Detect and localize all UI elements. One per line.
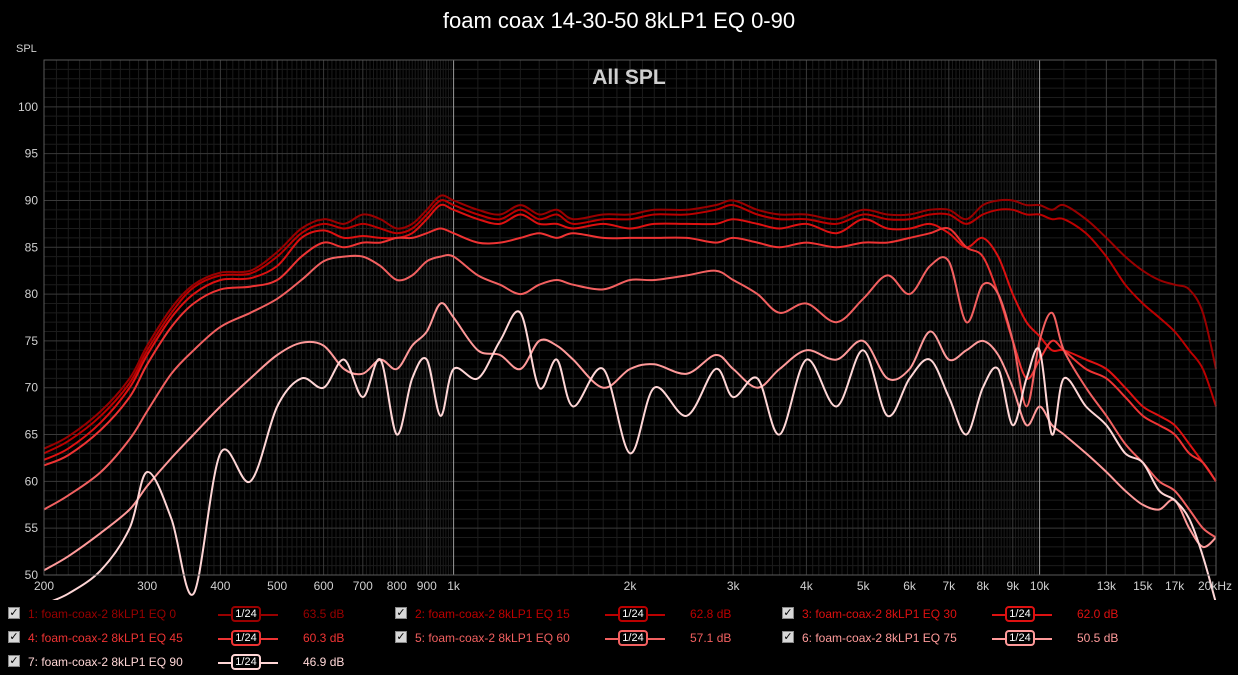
series-line-6 — [43, 302, 1217, 572]
legend-value: 57.1 dB — [690, 631, 732, 645]
legend-series-name: 6: foam-coax-2 8kLP1 EQ 75 — [802, 631, 957, 645]
x-tick-label: 6k — [903, 579, 917, 593]
x-tick-label: 20kHz — [1198, 579, 1232, 593]
legend-item[interactable]: ✓ 6: foam-coax-2 8kLP1 EQ 75 1/24 50.5 dB — [782, 628, 1162, 648]
legend-value: 63.5 dB — [303, 607, 345, 621]
y-tick-labels: 50 55 60 65 70 75 80 85 90 95 100 — [18, 100, 38, 582]
legend-series-name: 3: foam-coax-2 8kLP1 EQ 30 — [802, 607, 957, 621]
y-tick-label: 80 — [25, 287, 39, 301]
x-tick-label: 9k — [1006, 579, 1020, 593]
legend-checkbox[interactable]: ✓ — [395, 631, 407, 643]
legend-checkbox[interactable]: ✓ — [8, 655, 20, 667]
series-lines — [43, 194, 1217, 600]
legend-smoothing-label: 1/24 — [231, 630, 261, 646]
legend-item[interactable]: ✓ 2: foam-coax-2 8kLP1 EQ 15 1/24 62.8 dB — [395, 604, 775, 624]
x-tick-label: 200 — [34, 579, 54, 593]
legend-smoothing-label: 1/24 — [618, 630, 648, 646]
x-tick-label: 600 — [314, 579, 334, 593]
y-tick-label: 65 — [25, 428, 39, 442]
x-tick-label: 7k — [942, 579, 956, 593]
y-tick-label: 70 — [25, 381, 39, 395]
legend-item[interactable]: ✓ 4: foam-coax-2 8kLP1 EQ 45 1/24 60.3 dB — [8, 628, 388, 648]
legend: ✓ 1: foam-coax-2 8kLP1 EQ 0 1/24 63.5 dB ✓ 2:… — [0, 600, 1238, 675]
y-tick-label: 100 — [18, 100, 38, 114]
x-tick-label: 400 — [210, 579, 230, 593]
legend-series-name: 7: foam-coax-2 8kLP1 EQ 90 — [28, 655, 183, 669]
legend-series-name: 2: foam-coax-2 8kLP1 EQ 15 — [415, 607, 570, 621]
legend-smoothing-button[interactable]: 1/24 — [218, 629, 278, 647]
x-tick-label: 10k — [1030, 579, 1050, 593]
legend-smoothing-button[interactable]: 1/24 — [218, 653, 278, 671]
y-axis-label: SPL — [16, 43, 37, 55]
series-line-5 — [43, 254, 1217, 539]
spl-chart[interactable]: 200 300 400 500 600 700 800 900 1k 2k 3k 4k 5k 6k 7k 8k… — [0, 0, 1238, 600]
legend-value: 46.9 dB — [303, 655, 345, 669]
legend-series-name: 4: foam-coax-2 8kLP1 EQ 45 — [28, 631, 183, 645]
x-tick-labels: 200 300 400 500 600 700 800 900 1k 2k 3k 4k 5k 6k 7k 8k… — [34, 579, 1232, 593]
legend-item[interactable]: ✓ 3: foam-coax-2 8kLP1 EQ 30 1/24 62.0 dB — [782, 604, 1162, 624]
legend-series-name: 5: foam-coax-2 8kLP1 EQ 60 — [415, 631, 570, 645]
y-tick-label: 60 — [25, 474, 39, 488]
x-tick-label: 3k — [727, 579, 741, 593]
x-tick-label: 900 — [417, 579, 437, 593]
legend-value: 60.3 dB — [303, 631, 345, 645]
legend-item[interactable]: ✓ 7: foam-coax-2 8kLP1 EQ 90 1/24 46.9 dB — [8, 652, 388, 672]
x-tick-label: 4k — [800, 579, 814, 593]
chart-title: foam coax 14-30-50 8kLP1 EQ 0-90 — [442, 8, 796, 33]
legend-smoothing-label: 1/24 — [1005, 630, 1035, 646]
legend-smoothing-label: 1/24 — [231, 654, 261, 670]
legend-checkbox[interactable]: ✓ — [395, 607, 407, 619]
x-tick-label: 8k — [976, 579, 990, 593]
y-tick-label: 85 — [25, 240, 39, 254]
x-tick-label: 300 — [137, 579, 157, 593]
series-line-7 — [52, 310, 1217, 600]
series-line-3 — [43, 203, 1217, 482]
legend-series-name: 1: foam-coax-2 8kLP1 EQ 0 — [28, 607, 177, 621]
legend-value: 50.5 dB — [1077, 631, 1119, 645]
series-line-2 — [43, 199, 1217, 455]
chart-subtitle: All SPL — [592, 66, 666, 89]
legend-item[interactable]: ✓ 1: foam-coax-2 8kLP1 EQ 0 1/24 63.5 dB — [8, 604, 388, 624]
plot-frame — [43, 59, 1217, 576]
legend-value: 62.0 dB — [1077, 607, 1119, 621]
legend-smoothing-button[interactable]: 1/24 — [605, 605, 665, 623]
legend-smoothing-button[interactable]: 1/24 — [218, 605, 278, 623]
legend-smoothing-button[interactable]: 1/24 — [992, 605, 1052, 623]
x-tick-label: 5k — [857, 579, 871, 593]
series-line-1 — [43, 194, 1217, 450]
x-tick-label: 500 — [267, 579, 287, 593]
legend-checkbox[interactable]: ✓ — [782, 607, 794, 619]
x-tick-label: 800 — [387, 579, 407, 593]
legend-smoothing-label: 1/24 — [231, 606, 261, 622]
legend-item[interactable]: ✓ 5: foam-coax-2 8kLP1 EQ 60 1/24 57.1 dB — [395, 628, 775, 648]
legend-checkbox[interactable]: ✓ — [8, 607, 20, 619]
series-line-4 — [43, 226, 1217, 482]
legend-checkbox[interactable]: ✓ — [8, 631, 20, 643]
y-tick-label: 90 — [25, 193, 39, 207]
x-tick-label: 700 — [353, 579, 373, 593]
x-tick-label: 13k — [1097, 579, 1117, 593]
x-tick-label: 1k — [447, 579, 461, 593]
y-tick-label: 95 — [25, 147, 39, 161]
x-tick-label: 15k — [1133, 579, 1153, 593]
legend-smoothing-button[interactable]: 1/24 — [605, 629, 665, 647]
x-tick-label: 2k — [624, 579, 638, 593]
legend-smoothing-label: 1/24 — [618, 606, 648, 622]
y-tick-label: 75 — [25, 334, 39, 348]
legend-smoothing-label: 1/24 — [1005, 606, 1035, 622]
legend-value: 62.8 dB — [690, 607, 732, 621]
legend-checkbox[interactable]: ✓ — [782, 631, 794, 643]
legend-smoothing-button[interactable]: 1/24 — [992, 629, 1052, 647]
y-tick-label: 50 — [25, 568, 39, 582]
y-tick-label: 55 — [25, 521, 39, 535]
x-tick-label: 17k — [1165, 579, 1185, 593]
